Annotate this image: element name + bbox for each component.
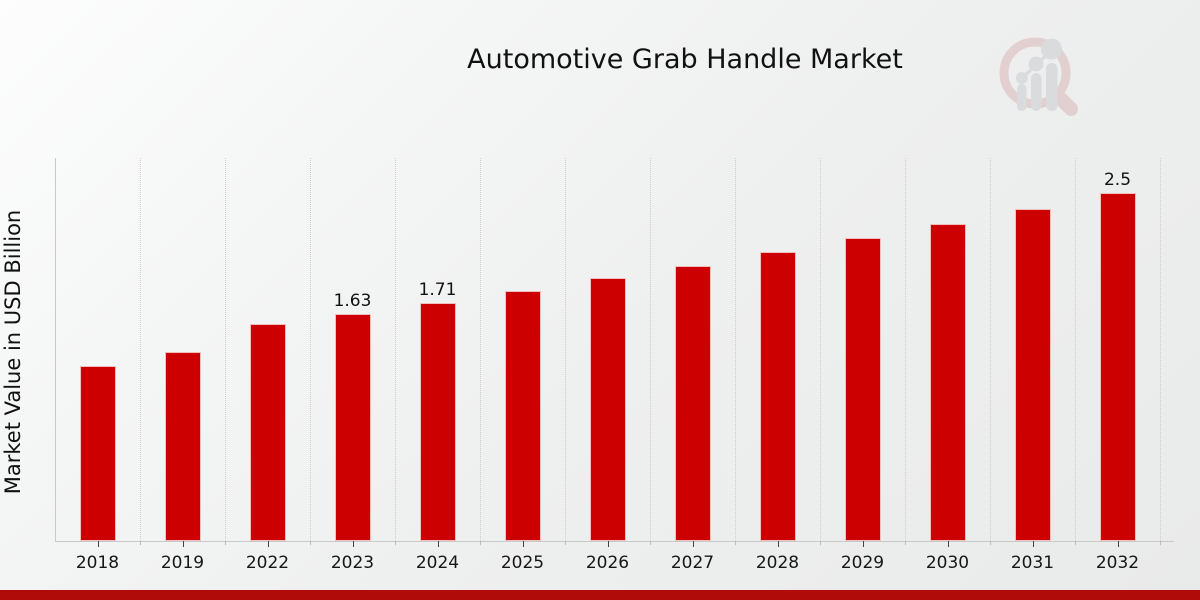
bar-2029	[844, 238, 881, 541]
x-axis-minor-tick	[990, 541, 991, 545]
logo-bar-medium	[1031, 73, 1042, 111]
logo-bar-large	[1046, 63, 1058, 111]
x-axis-label-2030: 2030	[925, 553, 970, 573]
bar-2030	[929, 224, 966, 541]
vertical-gridline	[480, 158, 481, 541]
x-axis-tick	[862, 541, 864, 547]
vertical-gridline	[1160, 158, 1161, 541]
x-axis-minor-tick	[650, 541, 651, 545]
y-axis-label: Market Value in USD Billion	[1, 209, 25, 495]
x-axis-minor-tick	[395, 541, 396, 545]
x-axis-label-2024: 2024	[415, 553, 460, 573]
x-axis-tick	[267, 541, 269, 547]
x-axis-minor-tick	[905, 541, 906, 545]
x-axis-label-2025: 2025	[500, 553, 545, 573]
x-axis-label-2027: 2027	[670, 553, 715, 573]
x-axis-minor-tick	[310, 541, 311, 545]
x-axis-tick	[692, 541, 694, 547]
x-axis-label-2029: 2029	[840, 553, 885, 573]
x-axis-minor-tick	[480, 541, 481, 545]
x-axis-label-2026: 2026	[585, 553, 630, 573]
vertical-gridline	[1075, 158, 1076, 541]
bar-2027	[674, 266, 711, 541]
x-axis-label-2028: 2028	[755, 553, 800, 573]
chart-title: Automotive Grab Handle Market	[467, 44, 903, 75]
x-axis-tick	[182, 541, 184, 547]
x-axis-tick	[947, 541, 949, 547]
x-axis-label-2018: 2018	[75, 553, 120, 573]
vertical-gridline	[820, 158, 821, 541]
x-axis-tick	[437, 541, 439, 547]
market-research-magnifier-logo	[999, 37, 1078, 116]
bar-2026	[589, 278, 626, 541]
x-axis-minor-tick	[140, 541, 141, 545]
logo-dot-large	[1041, 38, 1062, 60]
bar-2022	[249, 324, 286, 541]
x-axis-minor-tick	[820, 541, 821, 545]
bar-2031	[1014, 209, 1051, 541]
x-axis-label-2031: 2031	[1010, 553, 1055, 573]
x-axis-tick	[97, 541, 99, 547]
bar-value-label-2032: 2.5	[1103, 170, 1132, 190]
bar-2024	[419, 303, 456, 541]
bar-value-label-2023: 1.63	[333, 291, 372, 311]
plot-area: 2018 2019 2022 1.63 2023 1.71 2024 2025 2026 2027…	[55, 158, 1174, 573]
x-axis-label-2032: 2032	[1095, 553, 1140, 573]
logo-dot-medium	[1028, 56, 1044, 72]
x-axis-tick	[607, 541, 609, 547]
bar-2018	[79, 366, 116, 541]
bar-2028	[759, 252, 796, 541]
x-axis-tick	[352, 541, 354, 547]
vertical-gridline	[225, 158, 226, 541]
logo-dot-small	[1015, 72, 1028, 84]
vertical-gridline	[905, 158, 906, 541]
vertical-gridline	[650, 158, 651, 541]
bar-2019	[164, 352, 201, 541]
x-axis-minor-tick	[1160, 541, 1161, 545]
bar-2023	[334, 314, 371, 541]
bar-2025	[504, 291, 541, 541]
vertical-gridline	[395, 158, 396, 541]
x-axis-tick	[1117, 541, 1119, 547]
vertical-gridline	[990, 158, 991, 541]
footer-red-band	[0, 590, 1200, 600]
x-axis-label-2019: 2019	[160, 553, 205, 573]
x-axis-minor-tick	[1075, 541, 1076, 545]
x-axis-label-2023: 2023	[330, 553, 375, 573]
logo-bar-small	[1017, 84, 1027, 111]
x-axis-tick	[1032, 541, 1034, 547]
x-axis-minor-tick	[225, 541, 226, 545]
x-axis-label-2022: 2022	[245, 553, 290, 573]
vertical-gridline	[310, 158, 311, 541]
x-axis-minor-tick	[565, 541, 566, 545]
bar-value-label-2024: 1.71	[418, 280, 457, 300]
magnifier-handle	[1050, 88, 1078, 116]
vertical-gridline	[140, 158, 141, 541]
x-axis-tick	[522, 541, 524, 547]
bar-2032	[1099, 193, 1136, 541]
vertical-gridline	[735, 158, 736, 541]
x-axis-tick	[777, 541, 779, 547]
x-axis-minor-tick	[735, 541, 736, 545]
vertical-gridline	[565, 158, 566, 541]
